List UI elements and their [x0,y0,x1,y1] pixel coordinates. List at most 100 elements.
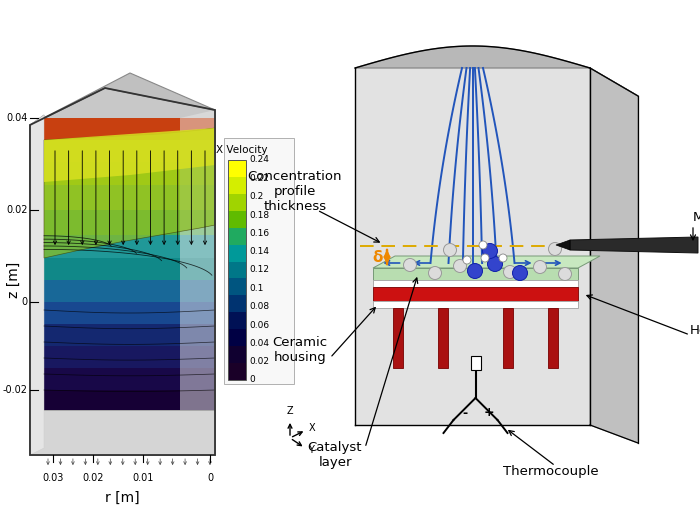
Polygon shape [30,410,215,455]
Text: Catalyst
layer: Catalyst layer [308,441,363,469]
Polygon shape [556,240,570,250]
Circle shape [403,259,416,271]
Polygon shape [44,128,215,258]
Bar [393,308,403,368]
Text: 0: 0 [249,375,255,384]
Circle shape [479,241,487,249]
Text: 0.01: 0.01 [132,473,154,483]
Polygon shape [570,237,698,253]
Circle shape [463,256,471,264]
Circle shape [499,254,507,262]
Text: δ: δ [373,250,383,264]
Text: Concentration
profile
thickness: Concentration profile thickness [248,171,342,214]
Bar [228,160,246,380]
Polygon shape [44,210,215,235]
Text: 0.02: 0.02 [6,205,28,215]
Bar [548,308,558,368]
Text: Ceramic
housing: Ceramic housing [272,336,328,364]
Text: Z: Z [287,406,293,416]
Polygon shape [373,256,600,268]
Text: +: + [483,407,493,420]
Polygon shape [44,302,215,324]
Circle shape [454,260,466,272]
Polygon shape [30,115,44,455]
Bar [228,363,246,380]
Text: 0.12: 0.12 [249,266,269,275]
Text: 0.06: 0.06 [249,321,269,330]
Polygon shape [44,368,215,390]
Bar [228,346,246,363]
Text: z [m]: z [m] [7,262,21,298]
Circle shape [503,266,517,278]
Polygon shape [590,68,638,443]
Text: 0.14: 0.14 [249,247,269,256]
Text: 0.02: 0.02 [83,473,104,483]
Circle shape [512,266,528,280]
Polygon shape [30,115,44,455]
Bar [228,245,246,261]
Polygon shape [30,73,215,125]
Text: 0.18: 0.18 [249,210,269,219]
Text: Y: Y [308,445,314,455]
Bar [470,356,480,370]
Polygon shape [30,88,215,455]
Text: Heater: Heater [690,323,700,337]
Bar [228,278,246,295]
Text: -: - [462,407,467,420]
Circle shape [487,257,503,271]
Text: 0: 0 [207,473,213,483]
Polygon shape [44,235,215,258]
Text: r [m]: r [m] [105,491,139,505]
Polygon shape [44,346,215,368]
Circle shape [468,263,482,278]
Bar [438,308,448,368]
Bar [228,329,246,346]
Polygon shape [44,162,215,185]
Polygon shape [44,390,215,410]
Text: -0.02: -0.02 [3,385,28,395]
Circle shape [549,243,561,255]
Bar [373,280,578,287]
Polygon shape [355,68,590,425]
Polygon shape [44,128,215,182]
Text: 0.03: 0.03 [42,473,64,483]
Text: 0.24: 0.24 [249,155,269,164]
Text: 0.1: 0.1 [249,284,263,293]
Text: Micro-probe: Micro-probe [693,211,700,225]
Circle shape [533,261,547,273]
Text: 0.2: 0.2 [249,192,263,201]
Polygon shape [373,268,578,280]
Text: 0.16: 0.16 [249,229,269,238]
Text: Thermocouple: Thermocouple [503,465,598,479]
Circle shape [559,268,571,280]
Text: 0.02: 0.02 [249,357,269,366]
Bar [228,312,246,329]
Polygon shape [44,140,215,162]
Text: 0: 0 [22,297,28,307]
Bar [503,308,513,368]
Polygon shape [355,46,638,96]
Bar [228,160,246,177]
Text: 0.08: 0.08 [249,302,269,311]
Text: 0.04: 0.04 [6,113,28,123]
Bar [224,138,294,384]
Bar [373,301,578,308]
Text: X Velocity: X Velocity [216,145,267,155]
Circle shape [482,243,498,259]
Bar [228,211,246,228]
Bar [373,287,578,301]
Bar [228,228,246,245]
Polygon shape [44,118,215,140]
Bar [228,177,246,194]
Circle shape [481,254,489,262]
Polygon shape [44,280,215,302]
Polygon shape [180,110,215,410]
Text: 0.22: 0.22 [249,174,269,183]
Polygon shape [44,324,215,346]
Circle shape [444,243,456,257]
Polygon shape [44,185,215,210]
Bar [228,295,246,312]
Bar [228,194,246,211]
Bar [228,261,246,278]
Text: X: X [309,423,316,433]
